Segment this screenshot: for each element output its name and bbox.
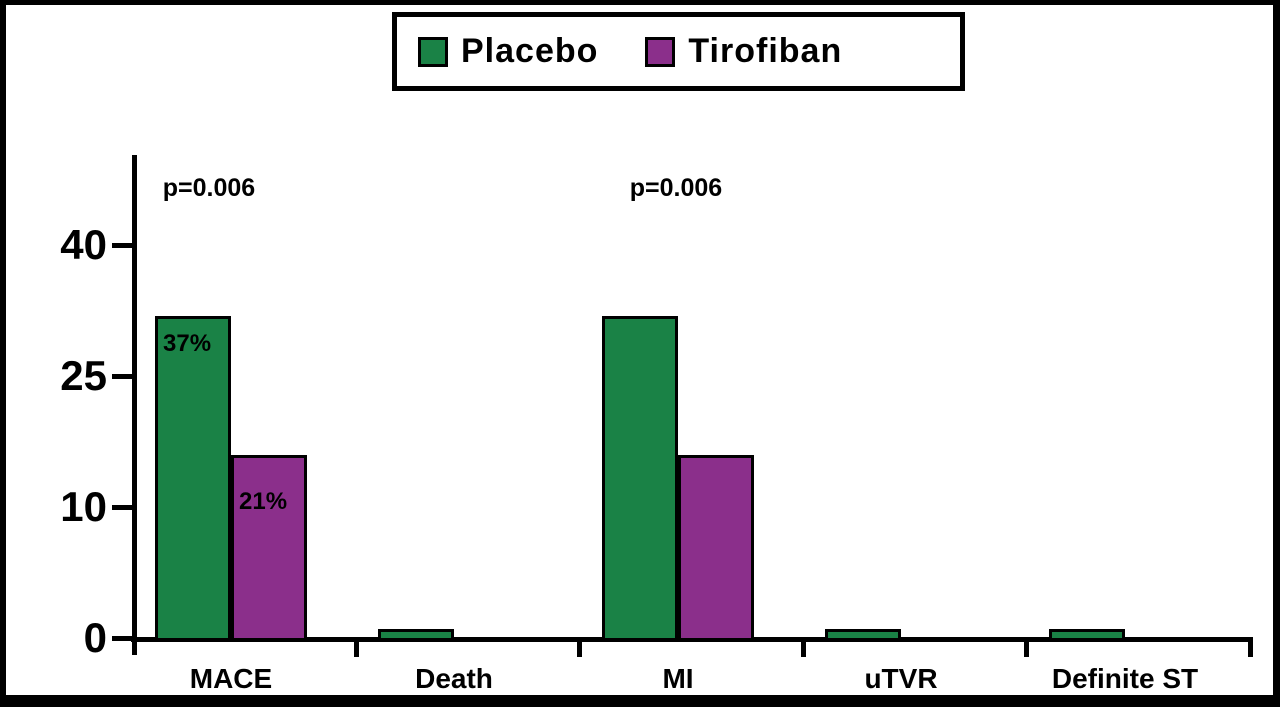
bar-tirofiban-mi xyxy=(678,455,754,638)
x-category-label: MACE xyxy=(189,663,273,694)
bar-placebo-mace xyxy=(155,316,231,638)
bar-value-label: 21% xyxy=(239,488,288,515)
x-axis-tick xyxy=(1024,640,1029,657)
legend-item-tirofiban: Tirofiban xyxy=(645,32,842,71)
x-axis xyxy=(131,637,1253,642)
y-tick-label: 25 xyxy=(60,352,107,399)
x-axis-tick xyxy=(801,640,806,657)
y-tick-label: 10 xyxy=(60,483,107,530)
bar-placebo-utvr xyxy=(825,629,901,638)
bar-value-label: 37% xyxy=(163,330,212,357)
x-category-label: uTVR xyxy=(864,663,938,694)
x-category-label: Death xyxy=(415,663,493,694)
y-axis-tick xyxy=(112,636,137,641)
legend-item-placebo: Placebo xyxy=(418,32,598,71)
y-axis-tick xyxy=(112,243,137,248)
legend-label-tirofiban: Tirofiban xyxy=(688,32,843,70)
bar-placebo-mi xyxy=(602,316,678,638)
y-axis-tick xyxy=(112,505,137,510)
x-axis-tick xyxy=(354,640,359,657)
y-axis xyxy=(132,155,137,655)
x-axis-tick xyxy=(1248,640,1253,657)
p-value-annotation: p=0.006 xyxy=(629,174,723,202)
x-category-label: Definite ST xyxy=(1051,663,1199,694)
y-tick-label: 0 xyxy=(83,614,107,661)
placebo-swatch-icon xyxy=(418,36,448,67)
bar-placebo-definite-st xyxy=(1049,629,1125,638)
legend-box: Placebo Tirofiban xyxy=(392,12,965,91)
x-category-label: MI xyxy=(662,663,694,694)
bar-placebo-death xyxy=(378,629,454,638)
y-tick-label: 40 xyxy=(60,221,107,268)
tirofiban-swatch-icon xyxy=(645,36,676,67)
x-axis-tick xyxy=(577,640,582,657)
legend-label-placebo: Placebo xyxy=(461,32,599,70)
y-axis-tick xyxy=(112,374,137,379)
bar-tirofiban-mace xyxy=(231,455,307,638)
p-value-annotation: p=0.006 xyxy=(162,174,256,202)
